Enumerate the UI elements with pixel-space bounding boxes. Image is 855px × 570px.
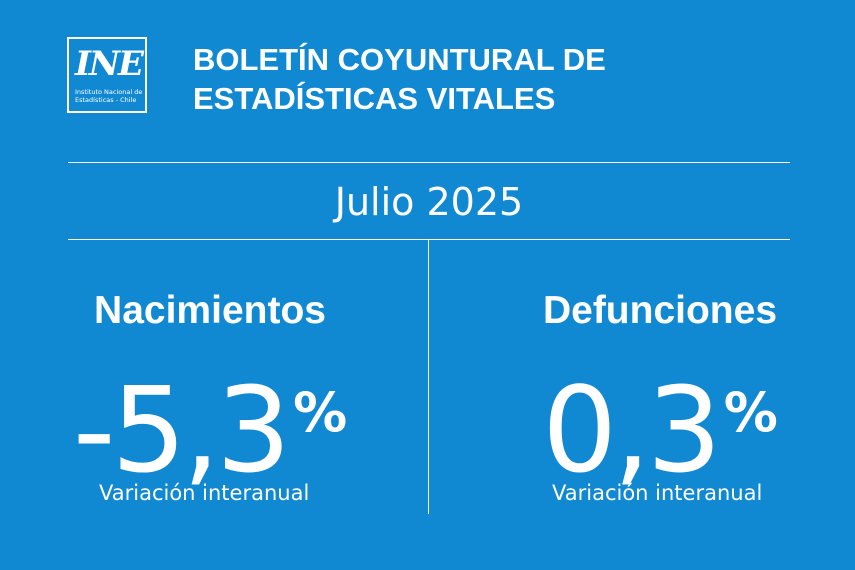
deaths-label: Defunciones: [542, 289, 778, 332]
deaths-value-row: 0,3%: [470, 358, 850, 521]
logo-caption-line1: Instituto Nacional de: [75, 88, 143, 96]
deaths-note: Variación interanual: [552, 481, 763, 505]
divider-vertical: [428, 240, 429, 514]
divider-top: [68, 162, 790, 163]
births-note: Variación interanual: [99, 481, 310, 505]
title-line-2: ESTADÍSTICAS VITALES: [193, 81, 556, 116]
period-label: Julio 2025: [334, 180, 524, 224]
births-label: Nacimientos: [94, 289, 326, 332]
logo-caption: Instituto Nacional de Estadísticas - Chi…: [75, 88, 145, 104]
births-percent-sign: %: [293, 381, 348, 444]
births-value: -5,3: [72, 361, 291, 499]
births-stat: Nacimientos -5,3% Variación interanual: [40, 284, 380, 521]
page-title: BOLETÍN COYUNTURAL DE ESTADÍSTICAS VITAL…: [193, 40, 606, 118]
title-line-1: BOLETÍN COYUNTURAL DE: [193, 42, 606, 77]
logo-mark: INE: [75, 44, 144, 84]
deaths-stat: Defunciones 0,3% Variación interanual: [470, 284, 850, 521]
deaths-value: 0,3: [542, 361, 722, 499]
births-value-row: -5,3%: [40, 358, 380, 521]
ine-logo: INE Instituto Nacional de Estadísticas -…: [67, 37, 147, 113]
divider-bottom: [68, 239, 790, 240]
logo-caption-line2: Estadísticas - Chile: [75, 96, 137, 104]
deaths-percent-sign: %: [723, 381, 778, 444]
